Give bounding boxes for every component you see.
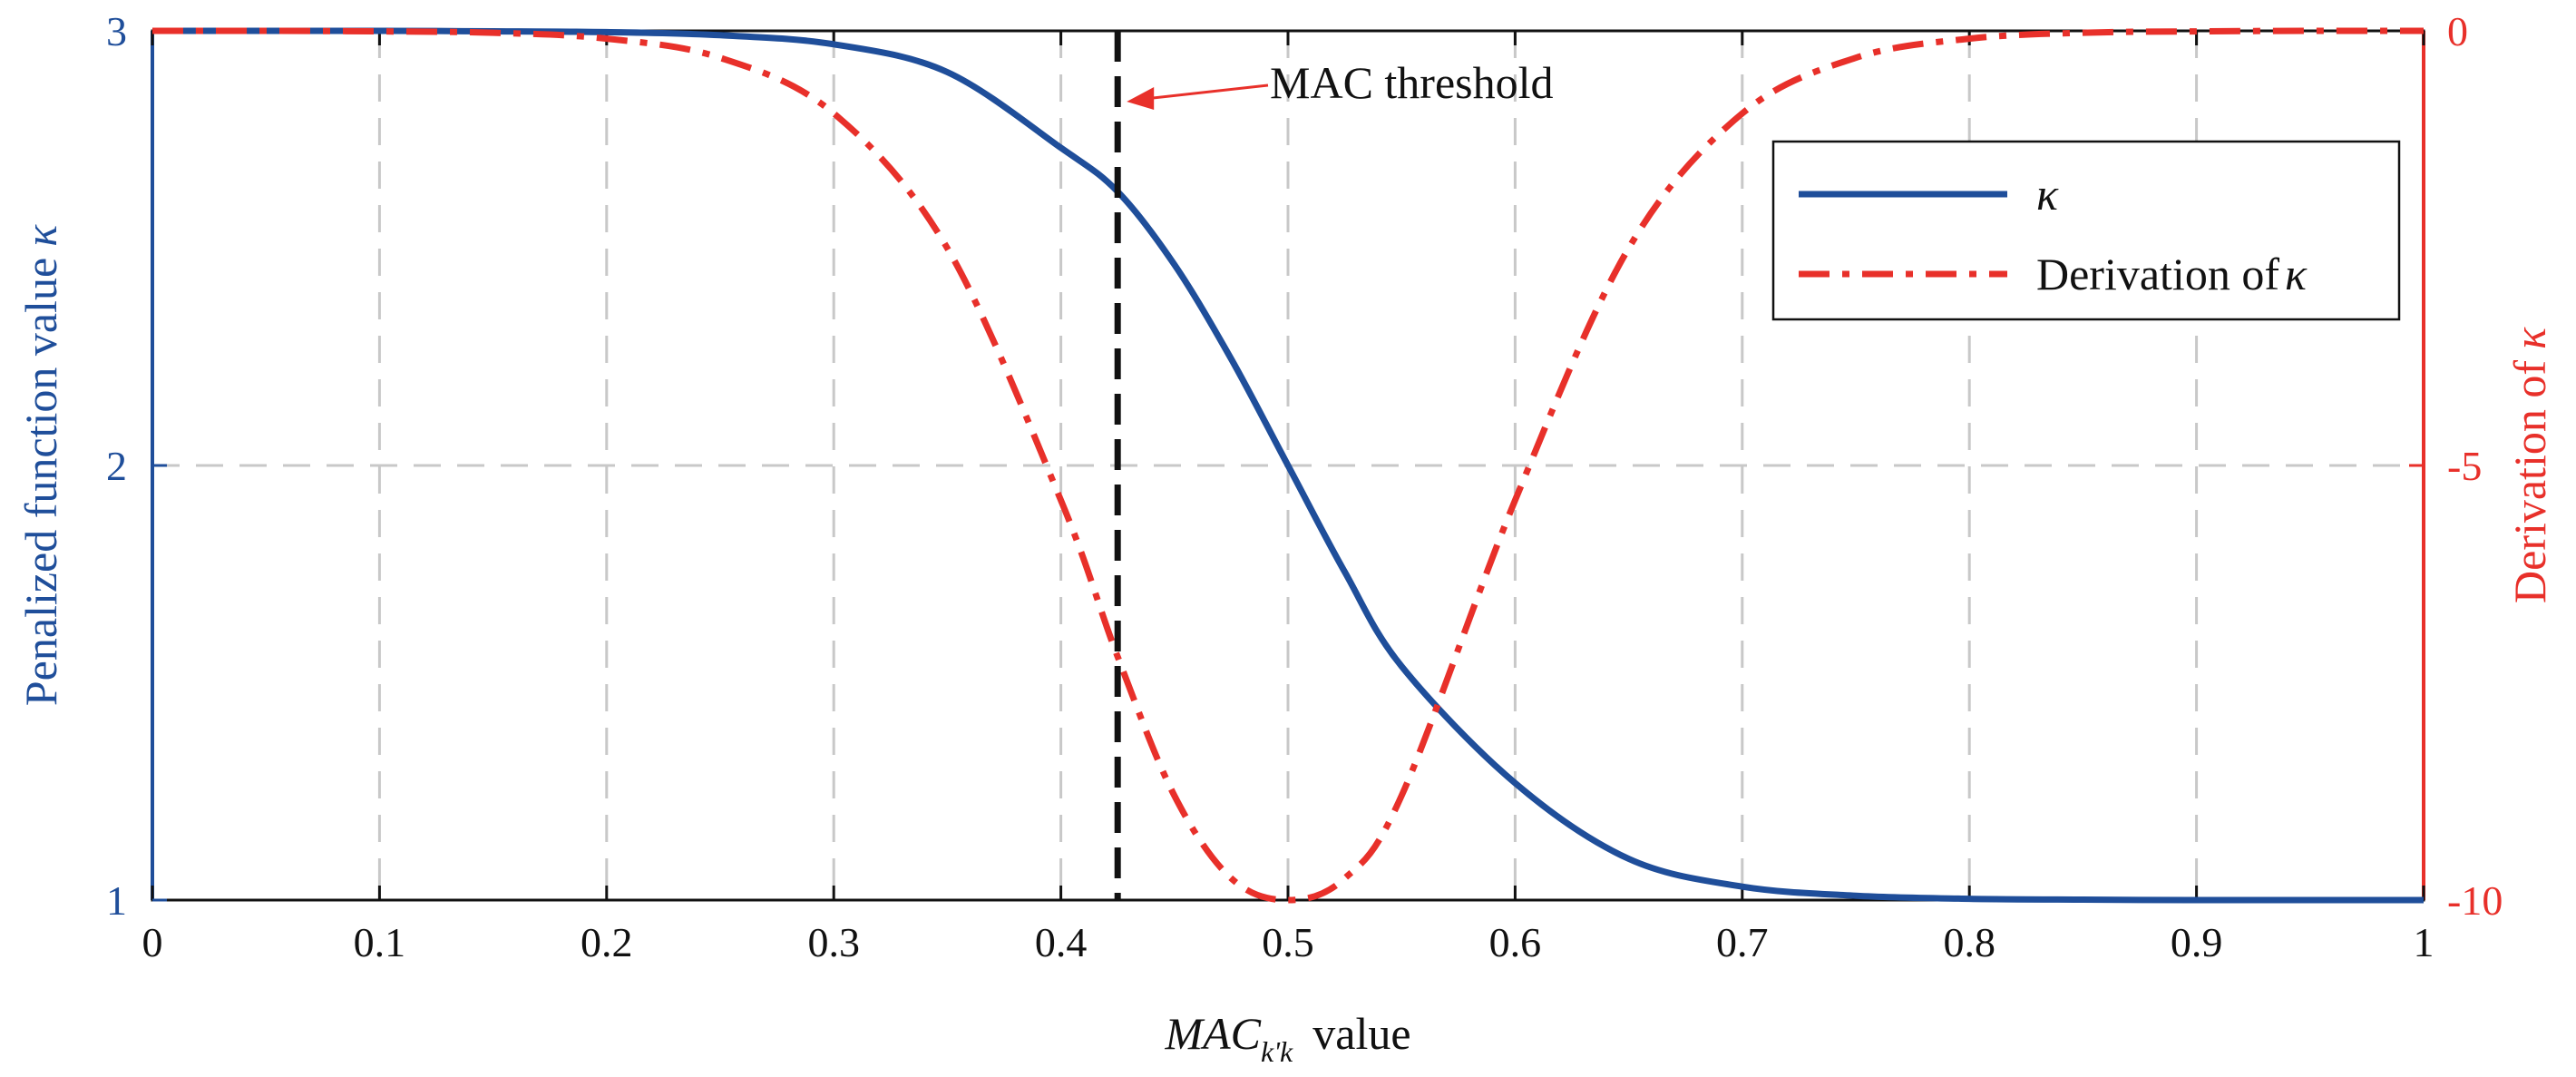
x-tick-label: 0.8 bbox=[1943, 919, 1995, 965]
x-ticks: 0 0.1 0.2 0.3 0.4 0.5 0.6 0.7 0.8 0.9 1 bbox=[142, 31, 2435, 965]
y-axis-right-title-text: Derivation of bbox=[2504, 360, 2555, 603]
threshold-arrow-line bbox=[1145, 83, 1269, 101]
y-right-ticks: -10 -5 0 bbox=[2409, 8, 2503, 924]
y-axis-left-title-text: Penalized function value bbox=[15, 258, 66, 706]
y-axis-left-title: Penalized function value κ bbox=[15, 224, 66, 706]
y-axis-right-title: Derivation of κ bbox=[2504, 327, 2555, 603]
x-tick-label: 0.9 bbox=[2171, 919, 2223, 965]
x-axis-title-main: MAC bbox=[1164, 1008, 1261, 1059]
legend-label-derivation-symbol: κ bbox=[2285, 249, 2308, 299]
y-left-tick-label: 2 bbox=[106, 443, 127, 489]
x-axis-title: MACk'k value bbox=[1164, 1008, 1410, 1068]
x-axis-title-subscript: k'k bbox=[1261, 1035, 1293, 1068]
threshold-arrow-head bbox=[1127, 87, 1155, 110]
x-tick-label: 0 bbox=[142, 919, 163, 965]
x-tick-label: 0.2 bbox=[581, 919, 633, 965]
x-tick-label: 0.7 bbox=[1716, 919, 1769, 965]
x-tick-label: 1 bbox=[2414, 919, 2435, 965]
legend-box bbox=[1771, 140, 2401, 321]
legend-label-derivation-text: Derivation of bbox=[2036, 249, 2279, 299]
y-right-tick-label: -10 bbox=[2447, 877, 2503, 924]
x-tick-label: 0.4 bbox=[1035, 919, 1088, 965]
y-left-ticks: 1 2 3 bbox=[106, 8, 167, 924]
y-left-tick-label: 1 bbox=[106, 877, 127, 924]
y-axis-left-title-symbol: κ bbox=[15, 224, 66, 247]
y-left-tick-label: 3 bbox=[106, 8, 127, 54]
x-tick-label: 0.3 bbox=[807, 919, 860, 965]
legend-label-kappa: κ bbox=[2036, 169, 2059, 220]
y-axis-right-title-symbol: κ bbox=[2504, 327, 2555, 349]
x-tick-label: 0.1 bbox=[354, 919, 406, 965]
threshold: MAC threshold bbox=[1114, 31, 1554, 900]
x-axis-title-suffix: value bbox=[1312, 1008, 1410, 1059]
threshold-label: MAC threshold bbox=[1270, 57, 1554, 108]
legend-label-derivation: Derivation of κ bbox=[2036, 249, 2308, 299]
y-right-tick-label: 0 bbox=[2447, 8, 2468, 54]
y-right-tick-label: -5 bbox=[2447, 443, 2482, 489]
series bbox=[151, 27, 2425, 904]
legend: κ Derivation of κ bbox=[1771, 140, 2401, 321]
series-line-derivation bbox=[151, 27, 2425, 904]
x-tick-label: 0.6 bbox=[1489, 919, 1542, 965]
series-line-kappa bbox=[152, 27, 2424, 904]
x-tick-label: 0.5 bbox=[1262, 919, 1314, 965]
